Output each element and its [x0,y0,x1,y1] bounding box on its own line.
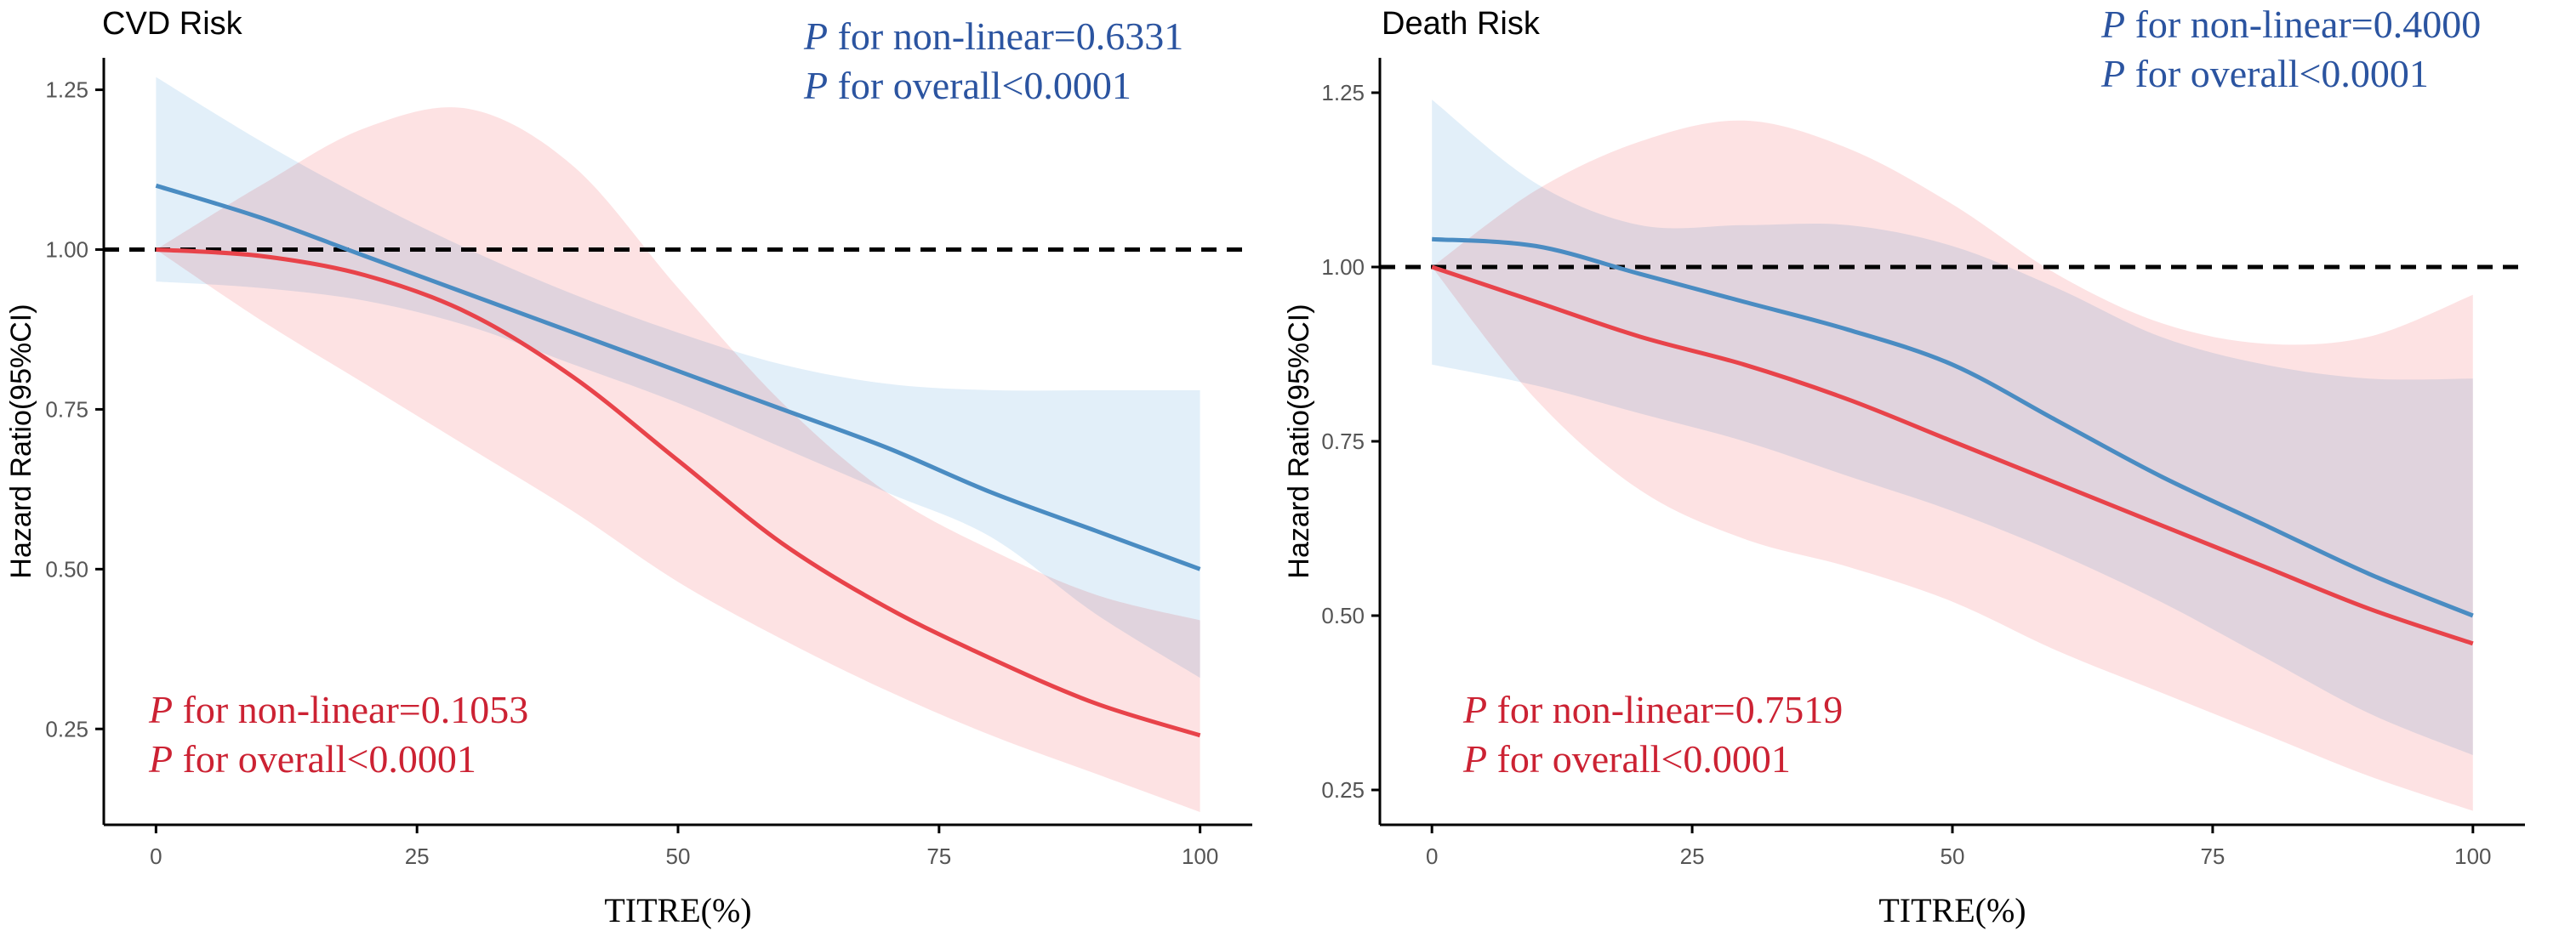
ci-band-blue [1432,99,2473,755]
x-tick-label: 0 [150,844,162,869]
y-tick-label: 0.50 [45,556,88,582]
x-tick-label: 50 [1941,844,1965,869]
y-tick-label: 0.50 [1321,603,1365,628]
y-tick-label: 0.25 [45,716,88,741]
annotation-blue-line-2: P for overall<0.0001 [803,64,1131,107]
y-tick-label: 1.25 [1321,80,1365,105]
x-tick-label: 100 [2454,844,2491,869]
x-tick-label: 25 [405,844,430,869]
series-line-blue [155,183,1201,571]
y-tick-label: 1.25 [45,77,88,103]
annotation-blue-line-1: P for non-linear=0.6331 [803,14,1183,58]
annotation-red-line-2: P for overall<0.0001 [148,737,476,781]
x-tick-label: 50 [666,844,691,869]
annotation-blue-line-2: P for overall<0.0001 [2100,52,2429,95]
x-tick-label: 100 [1182,844,1218,869]
y-tick-label: 1.00 [1321,254,1365,280]
chart-panel-2: 0.25 0.50 0.75 1.00 1.25 0 25 50 75 100 Death Risk… [1283,3,2525,929]
annotation-blue-line-1: P for non-linear=0.4000 [2100,3,2481,46]
x-tick-label: 75 [2200,844,2225,869]
y-tick-label: 0.25 [1321,777,1365,803]
series-line-red [156,247,1201,738]
chart-panel-1: 0.25 0.50 0.75 1.00 1.25 0 25 50 75 100 CVD Risk TI… [5,6,1252,929]
x-axis-label: TITRE(%) [1878,891,2026,929]
ci-band-blue [156,77,1200,679]
x-tick-label: 25 [1680,844,1705,869]
annotation-red-line-1: P for non-linear=0.1053 [148,688,528,731]
y-tick-label: 0.75 [1321,429,1365,454]
x-tick-label: 75 [926,844,951,869]
x-axis-label: TITRE(%) [604,891,751,929]
x-tick-label: 0 [1426,844,1438,869]
y-axis-label: Hazard Ratio(95%CI) [1283,304,1315,578]
chart-title: CVD Risk [102,6,243,42]
series-line-blue [1432,236,2474,618]
y-axis-label: Hazard Ratio(95%CI) [5,304,37,578]
annotation-red-line-2: P for overall<0.0001 [1462,737,1791,781]
y-tick-label: 0.75 [45,396,88,422]
annotation-red-line-1: P for non-linear=0.7519 [1462,688,1843,731]
chart-title: Death Risk [1382,6,1541,42]
y-tick-label: 1.00 [45,237,88,263]
series-line-red [1431,264,2474,646]
